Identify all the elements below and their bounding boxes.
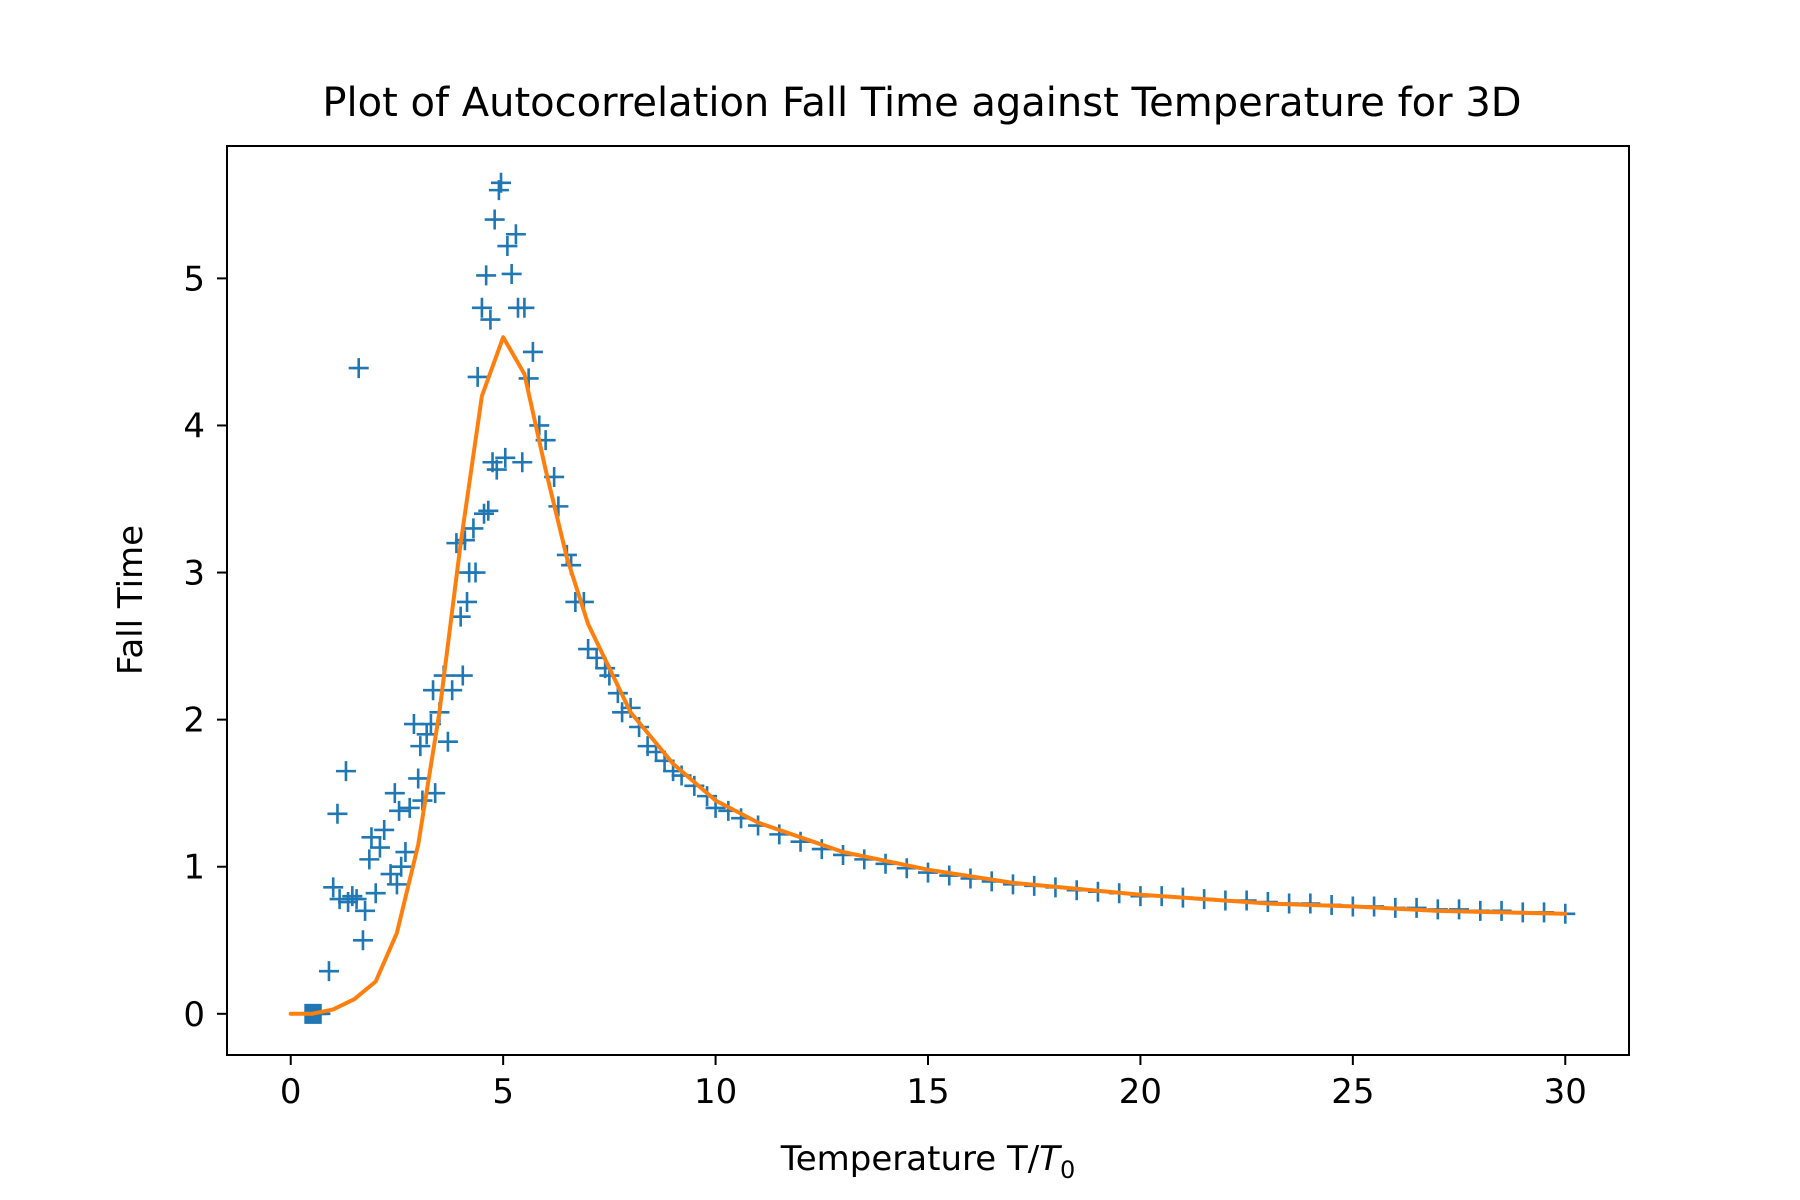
x-axis-label-subscript: 0 (1060, 1156, 1075, 1184)
data-point-marker (318, 961, 339, 982)
data-point-marker (578, 639, 599, 660)
data-point-marker (384, 783, 405, 804)
data-point-marker (365, 883, 386, 904)
data-point-marker (697, 786, 718, 807)
data-point-marker (505, 224, 526, 245)
plot-layer (288, 172, 1576, 1024)
data-point-marker (471, 297, 492, 318)
data-point-marker (425, 783, 446, 804)
data-point-marker (423, 680, 444, 701)
data-point-marker (348, 358, 369, 379)
data-point-marker (486, 459, 507, 480)
data-point-marker (437, 731, 458, 752)
y-tick-label: 5 (183, 259, 205, 299)
x-axis-label-text: Temperature T/ (780, 1139, 1040, 1179)
data-point-marker (514, 297, 535, 318)
data-point-marker (463, 518, 484, 539)
x-tick-label: 10 (694, 1072, 737, 1112)
plot-area-frame (226, 145, 1630, 1056)
data-point-marker (359, 849, 380, 870)
data-point-marker (548, 496, 569, 517)
data-point-marker (465, 562, 486, 583)
data-point-marker (352, 930, 373, 951)
data-point-marker (355, 900, 376, 921)
y-tick-label: 4 (183, 406, 205, 446)
data-point-marker (374, 819, 395, 840)
y-tick-label: 2 (183, 701, 205, 741)
data-point-marker (386, 874, 407, 895)
data-point-marker (442, 680, 463, 701)
data-point-marker (389, 800, 410, 821)
data-point-marker (369, 837, 390, 858)
x-tick-label: 0 (280, 1072, 302, 1112)
x-tick-label: 15 (906, 1072, 949, 1112)
data-point-marker (403, 714, 424, 735)
data-point-marker (416, 724, 437, 745)
data-point-marker (335, 761, 356, 782)
x-tick-label: 5 (492, 1072, 514, 1112)
data-point-marker (512, 452, 533, 473)
y-axis-label: Fall Time (111, 525, 151, 675)
data-point-marker (495, 447, 516, 468)
fit-curve-line (288, 335, 1568, 1016)
x-tick-label: 25 (1331, 1072, 1374, 1112)
data-point-marker (446, 533, 467, 554)
axes-layer: 0 5 10 15 20 25 30 0 1 2 3 4 5 (183, 259, 1587, 1112)
y-tick-label: 3 (183, 554, 205, 594)
data-point-marker (480, 309, 501, 330)
data-point-marker (408, 768, 429, 789)
data-point-marker (391, 856, 412, 877)
data-point-marker (501, 263, 522, 284)
data-point-marker (476, 265, 497, 286)
data-point-marker (327, 803, 348, 824)
data-point-marker (323, 877, 344, 898)
data-point-marker (454, 530, 475, 551)
data-point-marker (491, 172, 512, 193)
x-tick-label: 20 (1119, 1072, 1162, 1112)
data-point-marker (452, 665, 473, 686)
data-point-marker (399, 797, 420, 818)
data-point-marker (450, 606, 471, 627)
data-point-marker (474, 503, 495, 524)
data-point-marker (478, 500, 499, 521)
data-point-marker (410, 736, 431, 757)
data-point-marker (380, 864, 401, 885)
data-point-marker (361, 827, 382, 848)
y-tick-label: 1 (183, 848, 205, 888)
x-axis-label: Temperature T/T0 (780, 1139, 1075, 1184)
x-axis-label-math: T (1039, 1139, 1062, 1179)
data-point-marker (342, 886, 363, 907)
data-point-marker (457, 591, 478, 612)
chart-title: Plot of Autocorrelation Fall Time agains… (322, 80, 1521, 126)
data-point-marker (346, 889, 367, 910)
y-tick-label: 0 (183, 995, 205, 1035)
x-tick-label: 30 (1544, 1072, 1587, 1112)
data-point-marker (329, 889, 350, 910)
data-point-marker (484, 209, 505, 230)
data-point-marker (467, 366, 488, 387)
data-point-marker (395, 842, 416, 863)
data-point-marker (497, 236, 518, 257)
data-point-marker (522, 341, 543, 362)
